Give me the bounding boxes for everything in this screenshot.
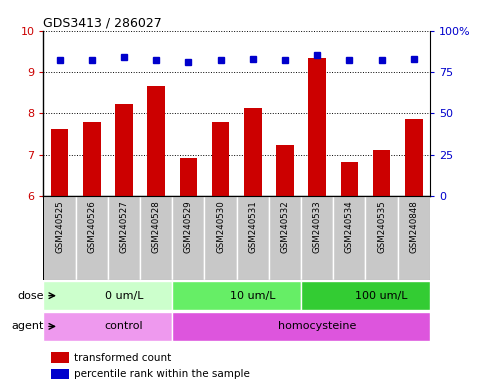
Text: transformed count: transformed count [74, 353, 171, 362]
Bar [276, 146, 294, 196]
Text: 0 um/L: 0 um/L [105, 291, 143, 301]
Bar [83, 122, 100, 196]
Text: GSM240848: GSM240848 [409, 200, 418, 253]
Text: GDS3413 / 286027: GDS3413 / 286027 [43, 17, 162, 30]
Bar [398, 196, 430, 280]
Bar [172, 312, 430, 341]
Text: percentile rank within the sample: percentile rank within the sample [74, 369, 250, 379]
Text: GSM240525: GSM240525 [55, 200, 64, 253]
Text: GSM240532: GSM240532 [281, 200, 289, 253]
Text: GSM240530: GSM240530 [216, 200, 225, 253]
Bar [333, 196, 366, 280]
Text: 10 um/L: 10 um/L [230, 291, 275, 301]
Bar [51, 129, 69, 196]
Bar [51, 369, 69, 379]
Text: GSM240526: GSM240526 [87, 200, 96, 253]
Bar [244, 108, 262, 196]
Bar [237, 196, 269, 280]
Bar [43, 312, 172, 341]
Bar [405, 119, 423, 196]
Bar [204, 196, 237, 280]
Bar [147, 86, 165, 196]
Bar [341, 162, 358, 196]
Text: GSM240529: GSM240529 [184, 200, 193, 253]
Bar [140, 196, 172, 280]
Bar [180, 158, 197, 196]
Text: GSM240534: GSM240534 [345, 200, 354, 253]
Bar [212, 122, 229, 196]
Bar [172, 281, 301, 310]
Text: agent: agent [12, 321, 44, 331]
Bar [308, 58, 326, 196]
Text: GSM240535: GSM240535 [377, 200, 386, 253]
Bar [115, 104, 133, 196]
Bar [301, 281, 430, 310]
Bar [108, 196, 140, 280]
Bar [366, 196, 398, 280]
Text: GSM240533: GSM240533 [313, 200, 322, 253]
Bar [301, 196, 333, 280]
Text: dose: dose [17, 291, 44, 301]
Bar [269, 196, 301, 280]
Text: homocysteine: homocysteine [278, 321, 356, 331]
Text: GSM240528: GSM240528 [152, 200, 161, 253]
Text: GSM240527: GSM240527 [119, 200, 128, 253]
Bar [51, 352, 69, 363]
Text: GSM240531: GSM240531 [248, 200, 257, 253]
Bar [76, 196, 108, 280]
Bar [172, 196, 204, 280]
Bar [43, 196, 76, 280]
Text: control: control [105, 321, 143, 331]
Bar [43, 281, 172, 310]
Bar [373, 151, 390, 196]
Text: 100 um/L: 100 um/L [355, 291, 408, 301]
